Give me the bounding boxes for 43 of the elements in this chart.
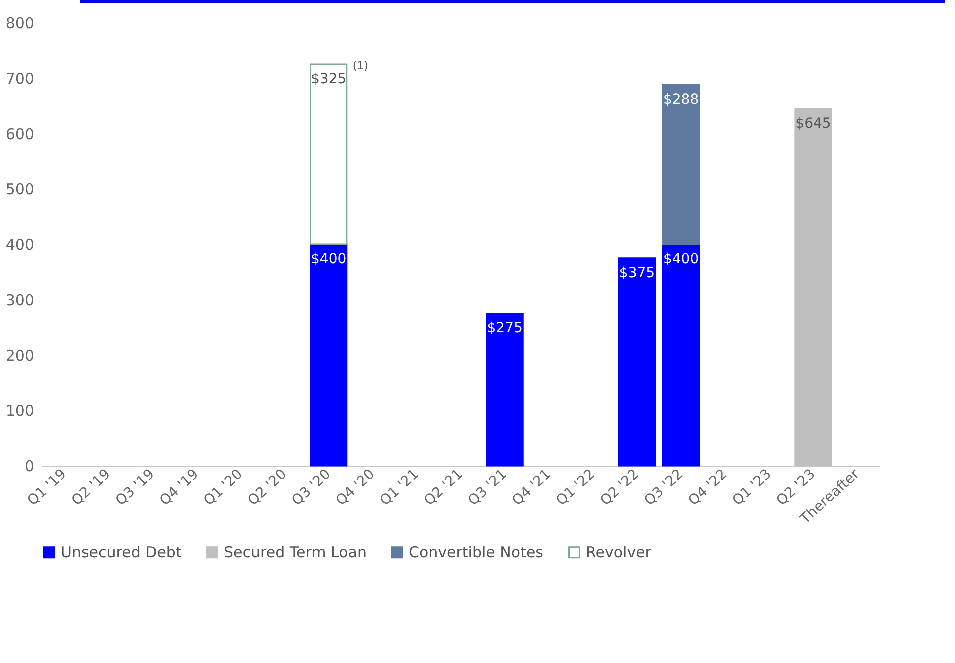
y-tick-label: 800: [6, 14, 34, 32]
x-tick-label: Q4 '20: [333, 466, 378, 510]
y-tick-label: 0: [24, 458, 34, 476]
x-tick-label: Q2 '22: [598, 466, 643, 510]
y-tick-label: 300: [6, 291, 34, 310]
bar: [662, 244, 700, 467]
data-label: $645: [796, 116, 832, 132]
y-tick-label: 500: [6, 180, 34, 199]
bar: [662, 84, 700, 246]
bar: [310, 64, 348, 246]
x-tick-label: Q4 '22: [686, 466, 731, 510]
x-tick-label: Q2 '19: [68, 466, 114, 510]
bar: [486, 312, 524, 467]
legend-label: Unsecured Debt: [61, 544, 182, 562]
x-tick-label: Q1 '20: [201, 466, 246, 510]
x-tick-label: Q1 '22: [554, 466, 599, 510]
x-tick-label: Q4 '19: [157, 466, 202, 510]
bar: [618, 258, 656, 467]
x-tick-label: Q1 '21: [377, 466, 422, 510]
legend-label: Convertible Notes: [409, 544, 544, 562]
data-label: $400: [311, 252, 347, 268]
data-label: $275: [487, 320, 523, 337]
legend-label: Secured Term Loan: [224, 544, 367, 562]
x-tick-label: Q4 '21: [510, 466, 554, 510]
x-tick-label: Q3 '21: [465, 466, 510, 510]
y-tick-label: 700: [6, 70, 34, 88]
y-tick-label: 100: [6, 402, 34, 420]
legend-label: Revolver: [586, 544, 652, 562]
x-tick-label: Q3 '20: [289, 466, 334, 510]
y-tick-label: 200: [6, 346, 34, 365]
data-label: $288: [663, 92, 700, 108]
data-label: $325: [311, 72, 347, 88]
x-tick-label: Q3 '19: [113, 466, 158, 510]
x-tick-label: Q2 '21: [421, 466, 466, 510]
annotation: (1): [352, 60, 368, 73]
y-tick-label: 600: [6, 125, 34, 144]
x-tick-label: Q1 '23: [730, 466, 775, 510]
bar: [310, 244, 348, 467]
data-label: $375: [619, 265, 656, 282]
data-label: $400: [663, 252, 700, 268]
x-tick-label: Q3 '22: [642, 466, 687, 510]
y-tick-label: 400: [6, 236, 34, 254]
x-tick-label: Q2 '20: [245, 466, 290, 510]
